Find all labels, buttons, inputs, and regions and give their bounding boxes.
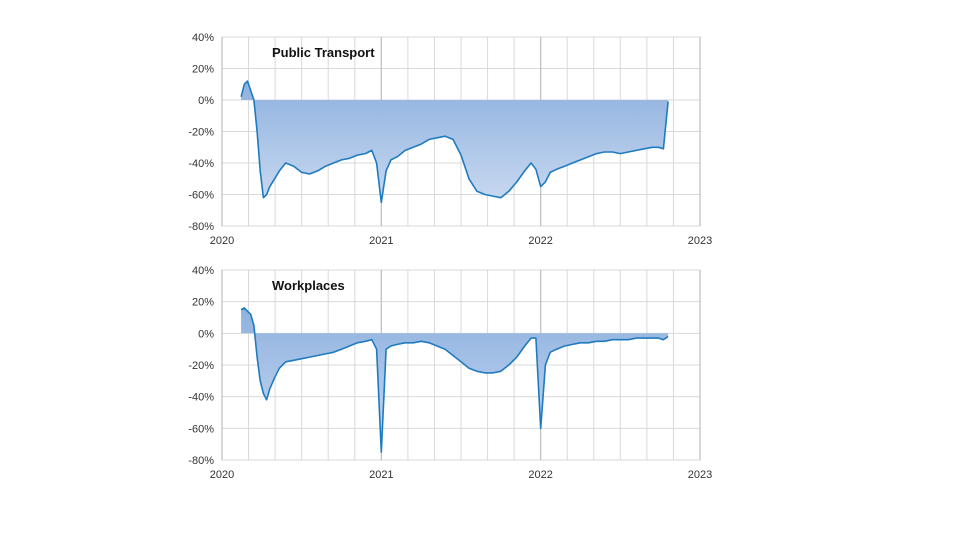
y-tick-label: 40%	[192, 265, 214, 277]
x-tick-label: 2022	[528, 469, 552, 481]
y-tick-label: -40%	[188, 158, 214, 170]
y-tick-label: -80%	[188, 455, 214, 467]
y-tick-label: 20%	[192, 64, 214, 76]
x-tick-label: 2023	[688, 469, 712, 481]
y-tick-label: 0%	[198, 95, 214, 107]
x-tick-label: 2020	[210, 469, 234, 481]
y-tick-label: -60%	[188, 423, 214, 435]
series-line	[240, 307, 669, 453]
y-tick-label: 0%	[198, 328, 214, 340]
y-tick-label: -80%	[188, 221, 214, 233]
y-tick-label: -40%	[188, 392, 214, 404]
x-tick-label: 2020	[210, 235, 234, 247]
y-tick-label: -60%	[188, 190, 214, 202]
workplaces-chart: 40% 20% 0% -20% -40% -60% -80% 2020 2021 2022 2023…	[188, 265, 712, 481]
area-fill	[241, 308, 669, 453]
y-tick-label: 20%	[192, 297, 214, 309]
x-tick-label: 2021	[369, 469, 393, 481]
series-line	[240, 80, 669, 204]
x-tick-label: 2022	[528, 235, 552, 247]
y-tick-label: 40%	[192, 32, 214, 44]
public-transport-chart: 40% 20% 0% -20% -40% -60% -80% 2020 2021 2022 2023…	[188, 32, 712, 247]
x-tick-label: 2023	[688, 235, 712, 247]
y-tick-label: -20%	[188, 360, 214, 372]
chart-title: Workplaces	[272, 278, 345, 293]
chart-title: Public Transport	[272, 45, 375, 60]
x-tick-label: 2021	[369, 235, 393, 247]
y-tick-label: -20%	[188, 127, 214, 139]
